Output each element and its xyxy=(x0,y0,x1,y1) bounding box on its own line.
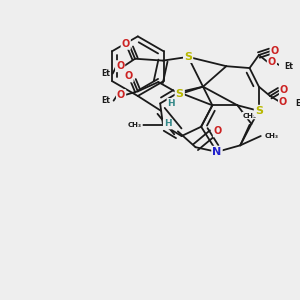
Text: O: O xyxy=(280,85,288,95)
Text: O: O xyxy=(124,71,133,81)
Text: O: O xyxy=(279,97,287,106)
Text: S: S xyxy=(176,89,184,99)
Text: O: O xyxy=(214,126,222,136)
Text: N: N xyxy=(212,147,222,157)
Text: Et: Et xyxy=(284,62,293,71)
Text: Et: Et xyxy=(296,99,300,108)
Text: H: H xyxy=(164,119,171,128)
Text: O: O xyxy=(271,46,279,56)
Text: -: - xyxy=(272,93,274,99)
Text: S: S xyxy=(184,52,192,62)
Text: Et: Et xyxy=(101,69,110,78)
Text: O: O xyxy=(268,58,276,68)
Text: O: O xyxy=(117,90,125,100)
Text: O: O xyxy=(122,39,130,49)
Text: H: H xyxy=(167,99,175,108)
Text: CH₃: CH₃ xyxy=(243,112,256,118)
Text: CH₃: CH₃ xyxy=(265,133,279,139)
Text: S: S xyxy=(255,106,263,116)
Text: Et: Et xyxy=(102,96,111,105)
Text: CH₃: CH₃ xyxy=(128,122,142,128)
Text: O: O xyxy=(116,61,124,71)
